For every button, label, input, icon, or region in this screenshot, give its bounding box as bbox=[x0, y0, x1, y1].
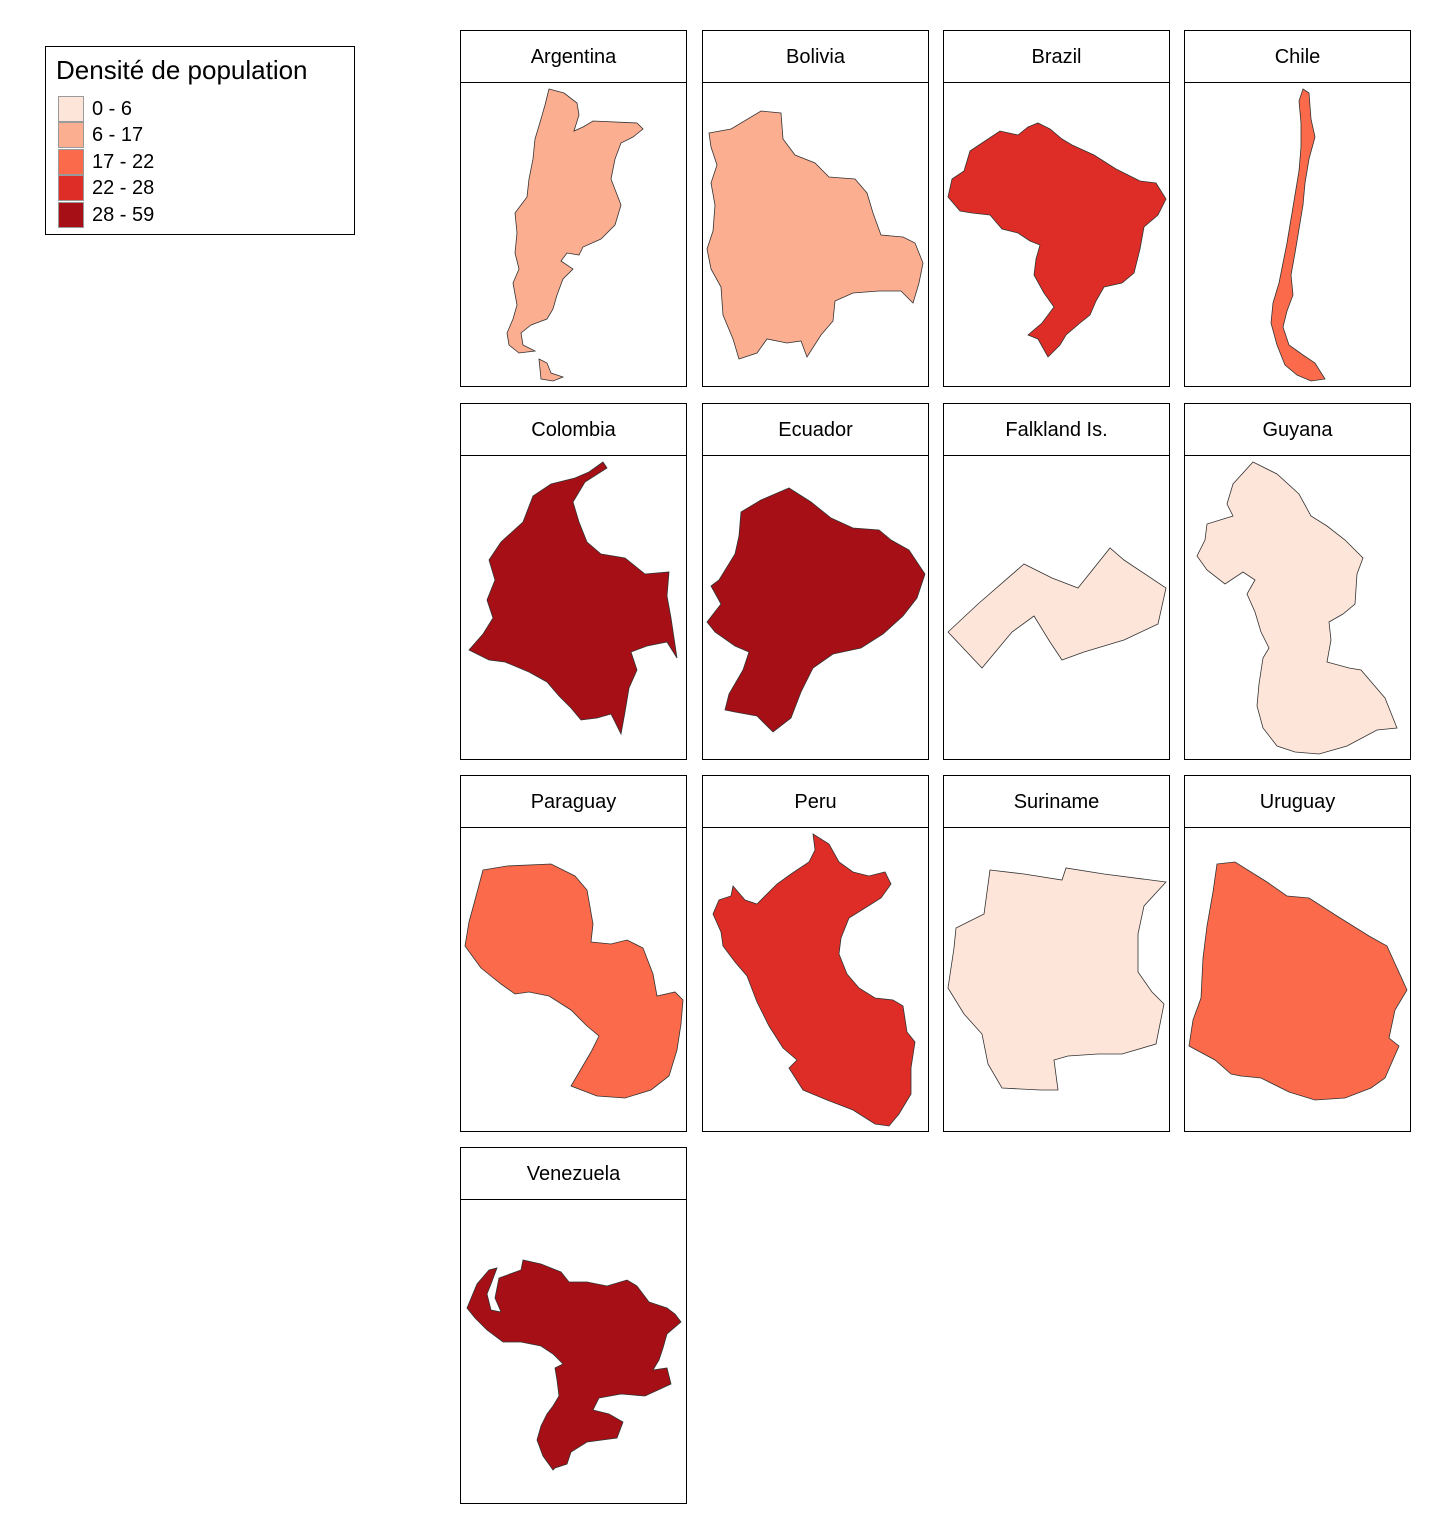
facet-title: Colombia bbox=[531, 419, 616, 441]
facet-panel-colombia: Colombia bbox=[460, 403, 687, 760]
facet-title: Guyana bbox=[1262, 419, 1333, 441]
facet-title: Brazil bbox=[1031, 46, 1082, 68]
map-legend: Densité de population 0 - 6 6 - 17 17 - … bbox=[45, 46, 355, 235]
facet-title: Suriname bbox=[1013, 791, 1100, 813]
legend-label: 6 - 17 bbox=[92, 124, 144, 146]
country-map bbox=[1185, 828, 1410, 1131]
country-map bbox=[461, 1200, 686, 1503]
legend-label: 17 - 22 bbox=[92, 151, 155, 173]
country-map bbox=[703, 83, 928, 386]
legend-swatch bbox=[58, 149, 84, 175]
legend-swatch bbox=[58, 96, 84, 122]
facet-panel-argentina: Argentina bbox=[460, 30, 687, 387]
legend-label: 22 - 28 bbox=[92, 177, 155, 199]
country-map bbox=[944, 83, 1169, 386]
bolivia-shape bbox=[706, 110, 924, 360]
country-map bbox=[1185, 83, 1410, 386]
paraguay-shape bbox=[464, 863, 684, 1099]
colombia-shape bbox=[468, 461, 678, 736]
facet-header: Venezuela bbox=[461, 1148, 686, 1200]
facet-panel-uruguay: Uruguay bbox=[1184, 775, 1411, 1132]
guyana-shape bbox=[1196, 461, 1398, 755]
legend-item: 28 - 59 bbox=[58, 202, 338, 228]
peru-shape bbox=[712, 833, 916, 1127]
legend-swatch bbox=[58, 175, 84, 201]
facet-panel-peru: Peru bbox=[702, 775, 929, 1132]
facet-header: Paraguay bbox=[461, 776, 686, 828]
facet-title: Peru bbox=[794, 791, 837, 813]
legend-item: 0 - 6 bbox=[58, 96, 338, 122]
legend-item: 17 - 22 bbox=[58, 149, 338, 175]
facet-header: Peru bbox=[703, 776, 928, 828]
facet-header: Brazil bbox=[944, 31, 1169, 83]
ecuador-shape bbox=[706, 487, 926, 733]
facet-title: Bolivia bbox=[786, 46, 845, 68]
facet-header: Argentina bbox=[461, 31, 686, 83]
country-map bbox=[461, 83, 686, 386]
facet-header: Bolivia bbox=[703, 31, 928, 83]
facet-header: Falkland Is. bbox=[944, 404, 1169, 456]
facet-title: Paraguay bbox=[530, 791, 617, 813]
facet-panel-bolivia: Bolivia bbox=[702, 30, 929, 387]
legend-label: 28 - 59 bbox=[92, 204, 155, 226]
argentina-shape bbox=[506, 88, 644, 382]
legend-item: 22 - 28 bbox=[58, 175, 338, 201]
falkland-is-shape bbox=[947, 547, 1167, 669]
legend-item: 6 - 17 bbox=[58, 122, 338, 148]
facet-header: Suriname bbox=[944, 776, 1169, 828]
facet-panel-brazil: Brazil bbox=[943, 30, 1170, 387]
legend-title: Densité de population bbox=[56, 55, 308, 85]
legend-swatch bbox=[58, 202, 84, 228]
facet-header: Ecuador bbox=[703, 404, 928, 456]
brazil-shape bbox=[947, 122, 1167, 358]
facet-panel-ecuador: Ecuador bbox=[702, 403, 929, 760]
facet-header: Guyana bbox=[1185, 404, 1410, 456]
facet-title: Falkland Is. bbox=[1005, 419, 1108, 441]
facet-title: Ecuador bbox=[778, 419, 853, 441]
facet-panel-guyana: Guyana bbox=[1184, 403, 1411, 760]
facet-panel-falkland-is: Falkland Is. bbox=[943, 403, 1170, 760]
country-map bbox=[1185, 456, 1410, 759]
legend-swatch bbox=[58, 122, 84, 148]
uruguay-shape bbox=[1188, 861, 1408, 1101]
country-map bbox=[944, 456, 1169, 759]
country-map bbox=[703, 828, 928, 1131]
country-map bbox=[703, 456, 928, 759]
facet-panel-chile: Chile bbox=[1184, 30, 1411, 387]
facet-header: Colombia bbox=[461, 404, 686, 456]
chile-shape bbox=[1270, 88, 1326, 382]
facet-panel-suriname: Suriname bbox=[943, 775, 1170, 1132]
facet-title: Chile bbox=[1274, 46, 1321, 68]
facet-title: Uruguay bbox=[1259, 791, 1336, 813]
country-map bbox=[944, 828, 1169, 1131]
suriname-shape bbox=[947, 867, 1167, 1091]
facet-title: Venezuela bbox=[526, 1163, 621, 1185]
country-map bbox=[461, 456, 686, 759]
facet-panel-venezuela: Venezuela bbox=[460, 1147, 687, 1504]
country-map bbox=[461, 828, 686, 1131]
facet-header: Uruguay bbox=[1185, 776, 1410, 828]
facet-title: Argentina bbox=[530, 46, 617, 68]
facet-panel-paraguay: Paraguay bbox=[460, 775, 687, 1132]
legend-label: 0 - 6 bbox=[92, 98, 133, 120]
venezuela-shape bbox=[466, 1259, 682, 1471]
facet-header: Chile bbox=[1185, 31, 1410, 83]
